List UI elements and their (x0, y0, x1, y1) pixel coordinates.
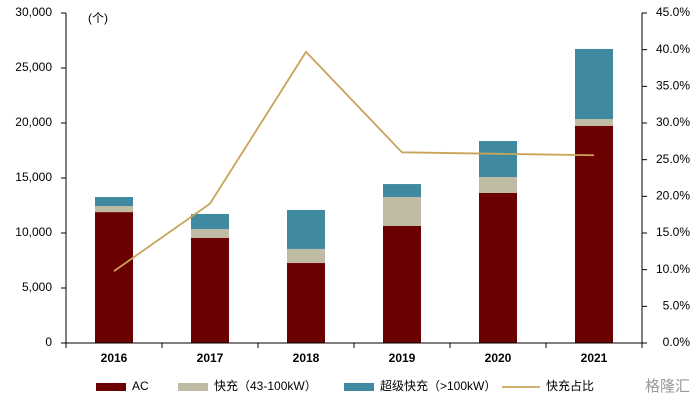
x-tick-label: 2021 (581, 351, 608, 365)
bar (95, 206, 133, 213)
legend-swatch (178, 383, 208, 391)
watermark: 格隆汇 (645, 378, 690, 395)
y-tick-label: 0 (45, 335, 52, 349)
legend-label: 快充占比 (546, 378, 594, 393)
y2-tick-label: 40.0% (656, 42, 690, 56)
x-tick-label: 2017 (197, 351, 224, 365)
legend-label: 超级快充（>100kW） (380, 378, 496, 393)
bar (479, 192, 517, 343)
bar (575, 125, 613, 343)
bar (575, 119, 613, 126)
bar (287, 210, 325, 249)
y-tick-label: 15,000 (15, 170, 52, 184)
bar (479, 177, 517, 193)
legend-label: AC (132, 379, 149, 393)
y-tick-label: 10,000 (15, 225, 52, 239)
y2-tick-label: 20.0% (656, 189, 690, 203)
y2-tick-label: 30.0% (656, 115, 690, 129)
bar (575, 48, 613, 120)
bar (383, 184, 421, 198)
y-tick-label: 5,000 (22, 280, 52, 294)
unit-annotation: (个) (88, 11, 108, 25)
x-tick-label: 2016 (101, 351, 128, 365)
bar (479, 141, 517, 178)
legend-label: 快充（43-100kW） (214, 378, 317, 393)
y2-tick-label: 15.0% (656, 225, 690, 239)
x-tick-label: 2019 (389, 351, 416, 365)
y2-tick-label: 0.0% (663, 335, 691, 349)
bar (191, 213, 229, 230)
bar (383, 225, 421, 343)
x-tick-label: 2020 (485, 351, 512, 365)
x-tick-label: 2018 (293, 351, 320, 365)
y2-tick-label: 5.0% (663, 299, 691, 313)
bar (95, 197, 133, 207)
y-tick-label: 30,000 (15, 5, 52, 19)
legend-swatch (344, 383, 374, 391)
bar (383, 197, 421, 226)
y2-tick-label: 45.0% (656, 5, 690, 19)
bar (287, 248, 325, 264)
y2-tick-label: 35.0% (656, 79, 690, 93)
bar (191, 237, 229, 343)
bar (287, 263, 325, 343)
line (113, 50, 595, 272)
legend-swatch (96, 383, 126, 391)
bar (191, 229, 229, 238)
y2-tick-label: 25.0% (656, 152, 690, 166)
y-tick-label: 25,000 (15, 60, 52, 74)
y-tick-label: 20,000 (15, 115, 52, 129)
bar (95, 212, 133, 343)
y2-tick-label: 10.0% (656, 262, 690, 276)
